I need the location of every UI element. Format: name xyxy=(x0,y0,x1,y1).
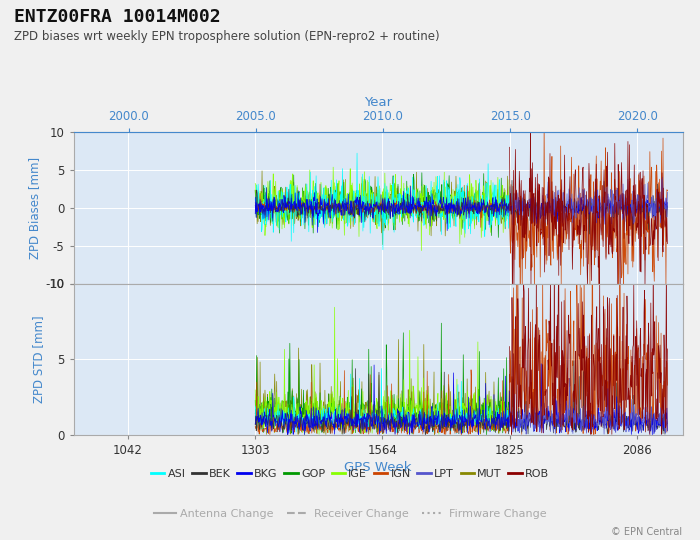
X-axis label: GPS Week: GPS Week xyxy=(344,461,412,474)
X-axis label: Year: Year xyxy=(364,96,392,109)
Legend: Antenna Change, Receiver Change, Firmware Change: Antenna Change, Receiver Change, Firmwar… xyxy=(149,505,551,524)
Legend: ASI, BEK, BKG, GOP, IGE, IGN, LPT, MUT, ROB: ASI, BEK, BKG, GOP, IGE, IGN, LPT, MUT, … xyxy=(146,464,554,483)
Text: © EPN Central: © EPN Central xyxy=(611,527,682,537)
Y-axis label: ZPD Biases [mm]: ZPD Biases [mm] xyxy=(28,157,41,259)
Text: ENTZ00FRA 10014M002: ENTZ00FRA 10014M002 xyxy=(14,8,220,26)
Y-axis label: ZPD STD [mm]: ZPD STD [mm] xyxy=(32,315,46,403)
Text: ZPD biases wrt weekly EPN troposphere solution (EPN-repro2 + routine): ZPD biases wrt weekly EPN troposphere so… xyxy=(14,30,440,43)
